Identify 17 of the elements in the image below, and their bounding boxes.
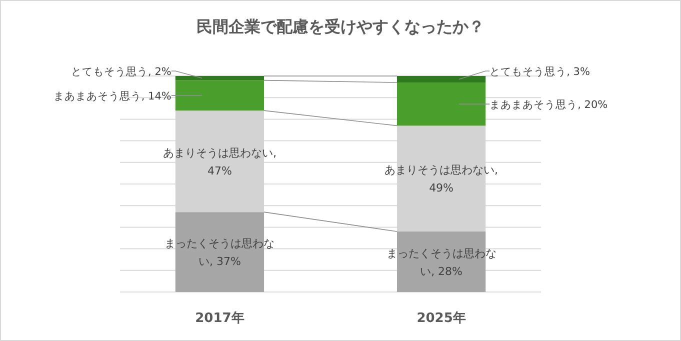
data-label: まあまあそう思う, 20% — [490, 99, 608, 112]
bar — [396, 76, 486, 82]
data-label: まったくそうは思わない, 28% — [386, 246, 496, 278]
x-tick-label: 2017年 — [195, 311, 244, 326]
bar — [396, 232, 486, 292]
data-label: まったくそうは思わない, 37% — [164, 237, 275, 268]
bar — [175, 80, 264, 111]
data-label: まあまあそう思う, 14% — [53, 90, 172, 102]
chart-title: 民間企業で配慮を受けやすくなったか？ — [196, 17, 484, 36]
data-label: とてもそう思う, 3% — [490, 66, 590, 78]
bar — [175, 76, 264, 80]
bar — [396, 82, 486, 126]
data-label: あまりそうは思わない, 47% — [162, 146, 276, 178]
data-label: あまりそうは思わない, 49% — [384, 164, 498, 195]
bar — [175, 212, 264, 292]
data-label: とてもそう思う, 2% — [71, 66, 172, 78]
x-tick-label: 2025年 — [416, 311, 466, 326]
